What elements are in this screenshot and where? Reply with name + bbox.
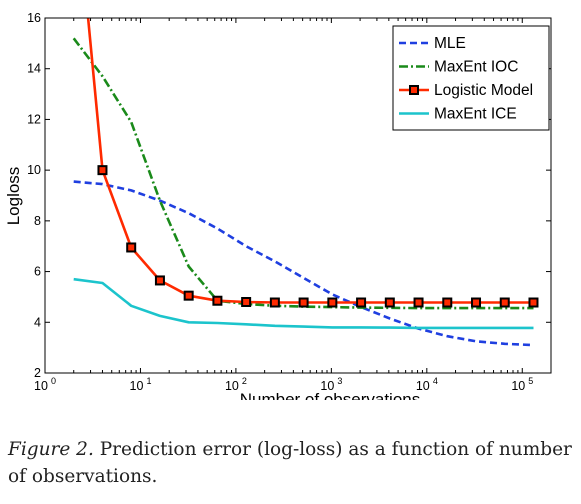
x-tick-label: 10 — [416, 379, 430, 393]
x-tick-label: 10 — [34, 379, 48, 393]
y-tick-label: 12 — [27, 112, 41, 126]
y-tick-label: 16 — [27, 11, 41, 25]
figure-caption: Figure 2. Prediction error (log-loss) as… — [8, 436, 574, 490]
data-point-marker — [384, 297, 395, 308]
series-line-4 — [73, 277, 534, 330]
series-layer — [72, 18, 539, 347]
data-point-marker — [471, 297, 482, 308]
series-line-1 — [73, 180, 534, 347]
y-tick-label: 6 — [34, 265, 41, 279]
y-tick-label: 4 — [34, 315, 41, 329]
series-line-2 — [72, 37, 534, 310]
data-point-marker — [356, 297, 367, 308]
y-tick-label: 8 — [34, 214, 41, 228]
data-point-marker — [298, 297, 309, 308]
x-tick-label: 10 — [130, 379, 144, 393]
y-tick-label: 2 — [34, 366, 41, 380]
data-point-marker — [269, 297, 280, 308]
plot-frame — [44, 17, 552, 374]
data-point-marker — [154, 275, 165, 286]
data-point-marker — [327, 297, 338, 308]
caption-label: Figure 2. — [8, 439, 94, 460]
data-point-marker — [97, 165, 108, 176]
x-tick-exponent: 3 — [337, 376, 342, 386]
legend-label: MLE — [434, 35, 466, 52]
y-tick-label: 14 — [27, 62, 41, 76]
data-point-marker — [413, 297, 424, 308]
x-tick-label: 10 — [225, 379, 239, 393]
x-tick-exponent: 5 — [528, 376, 533, 386]
data-point-marker — [528, 297, 539, 308]
x-tick-exponent: 2 — [242, 376, 247, 386]
data-point-marker — [183, 290, 194, 301]
y-tick-label: 10 — [27, 163, 41, 177]
legend-label: Logistic Model — [434, 82, 533, 99]
x-tick-exponent: 1 — [146, 376, 151, 386]
x-tick-label: 10 — [320, 379, 334, 393]
caption-text: Prediction error (log-loss) as a functio… — [8, 439, 572, 487]
x-axis-label: Number of observations — [240, 390, 420, 400]
legend-label: MaxEnt IOC — [434, 59, 518, 76]
legend-marker — [409, 85, 419, 95]
data-point-marker — [126, 242, 137, 253]
data-point-marker — [442, 297, 453, 308]
x-tick-exponent: 0 — [51, 376, 56, 386]
legend-label: MaxEnt ICE — [434, 106, 517, 123]
x-tick-exponent: 4 — [433, 376, 438, 386]
data-point-marker — [212, 295, 223, 306]
y-axis-label: Logloss — [4, 167, 23, 226]
x-tick-label: 10 — [511, 379, 525, 393]
legend: MLE MaxEnt IOC Logistic Model MaxEnt ICE — [392, 25, 550, 131]
data-point-marker — [499, 297, 510, 308]
data-point-marker — [241, 297, 252, 307]
